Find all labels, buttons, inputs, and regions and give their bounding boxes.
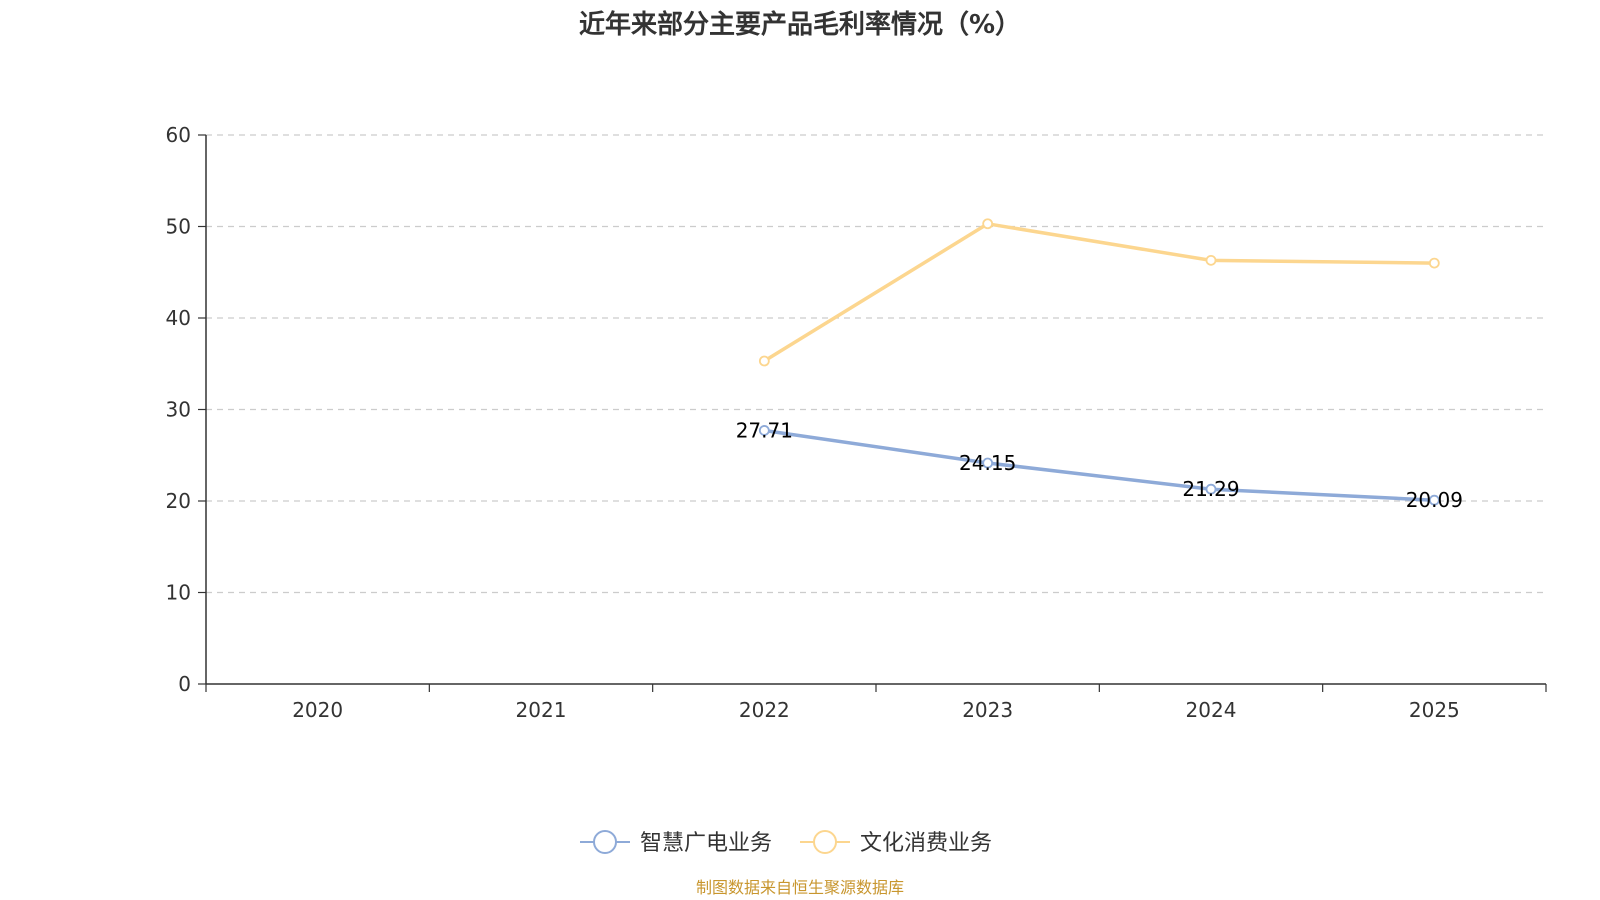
data-point[interactable] (758, 355, 770, 367)
x-tick-label: 2023 (962, 698, 1013, 722)
legend-label: 智慧广电业务 (640, 831, 772, 856)
chart-title: 近年来部分主要产品毛利率情况（%） (579, 9, 1021, 40)
data-point[interactable] (982, 218, 994, 230)
legend-marker-icon (593, 830, 617, 854)
data-point[interactable] (1428, 494, 1440, 506)
data-point[interactable] (1205, 483, 1217, 495)
series-lines (758, 218, 1440, 506)
data-label: 27.71 (736, 418, 793, 442)
series-line (763, 222, 1435, 363)
data-label: 24.15 (959, 451, 1016, 475)
series-line (764, 428, 1435, 502)
legend-marker-icon (813, 830, 837, 854)
y-tick-label: 40 (166, 306, 191, 330)
source-note: 制图数据来自恒生聚源数据库 (696, 878, 904, 897)
y-tick-label: 10 (166, 581, 191, 605)
data-labels: 27.71 24.15 21.29 20.09 (736, 418, 1463, 512)
axes: 0 10 20 30 40 50 60 2020 2021 2022 2023 2024 2025 (166, 123, 1547, 722)
x-tick-label: 2025 (1409, 698, 1460, 722)
x-tick-label: 2024 (1186, 698, 1237, 722)
data-point[interactable] (758, 425, 770, 436)
data-label: 20.09 (1406, 488, 1463, 512)
data-point[interactable] (982, 457, 994, 469)
legend-item[interactable]: 智慧广电业务 (580, 830, 772, 856)
x-tick-label: 2022 (739, 698, 790, 722)
legend-label: 文化消费业务 (860, 831, 992, 856)
legend[interactable]: 智慧广电业务 文化消费业务 (580, 830, 992, 856)
data-label: 21.29 (1182, 477, 1239, 501)
x-tick-label: 2021 (516, 698, 567, 722)
data-point[interactable] (1205, 254, 1217, 266)
x-tick-label: 2020 (292, 698, 343, 722)
y-tick-label: 20 (166, 489, 191, 513)
grid-lines (206, 134, 1546, 594)
y-tick-label: 60 (166, 123, 191, 147)
data-point[interactable] (1428, 257, 1440, 269)
y-tick-label: 0 (178, 672, 191, 696)
legend-item[interactable]: 文化消费业务 (800, 830, 992, 856)
y-tick-label: 50 (166, 215, 191, 239)
y-tick-label: 30 (166, 398, 191, 422)
